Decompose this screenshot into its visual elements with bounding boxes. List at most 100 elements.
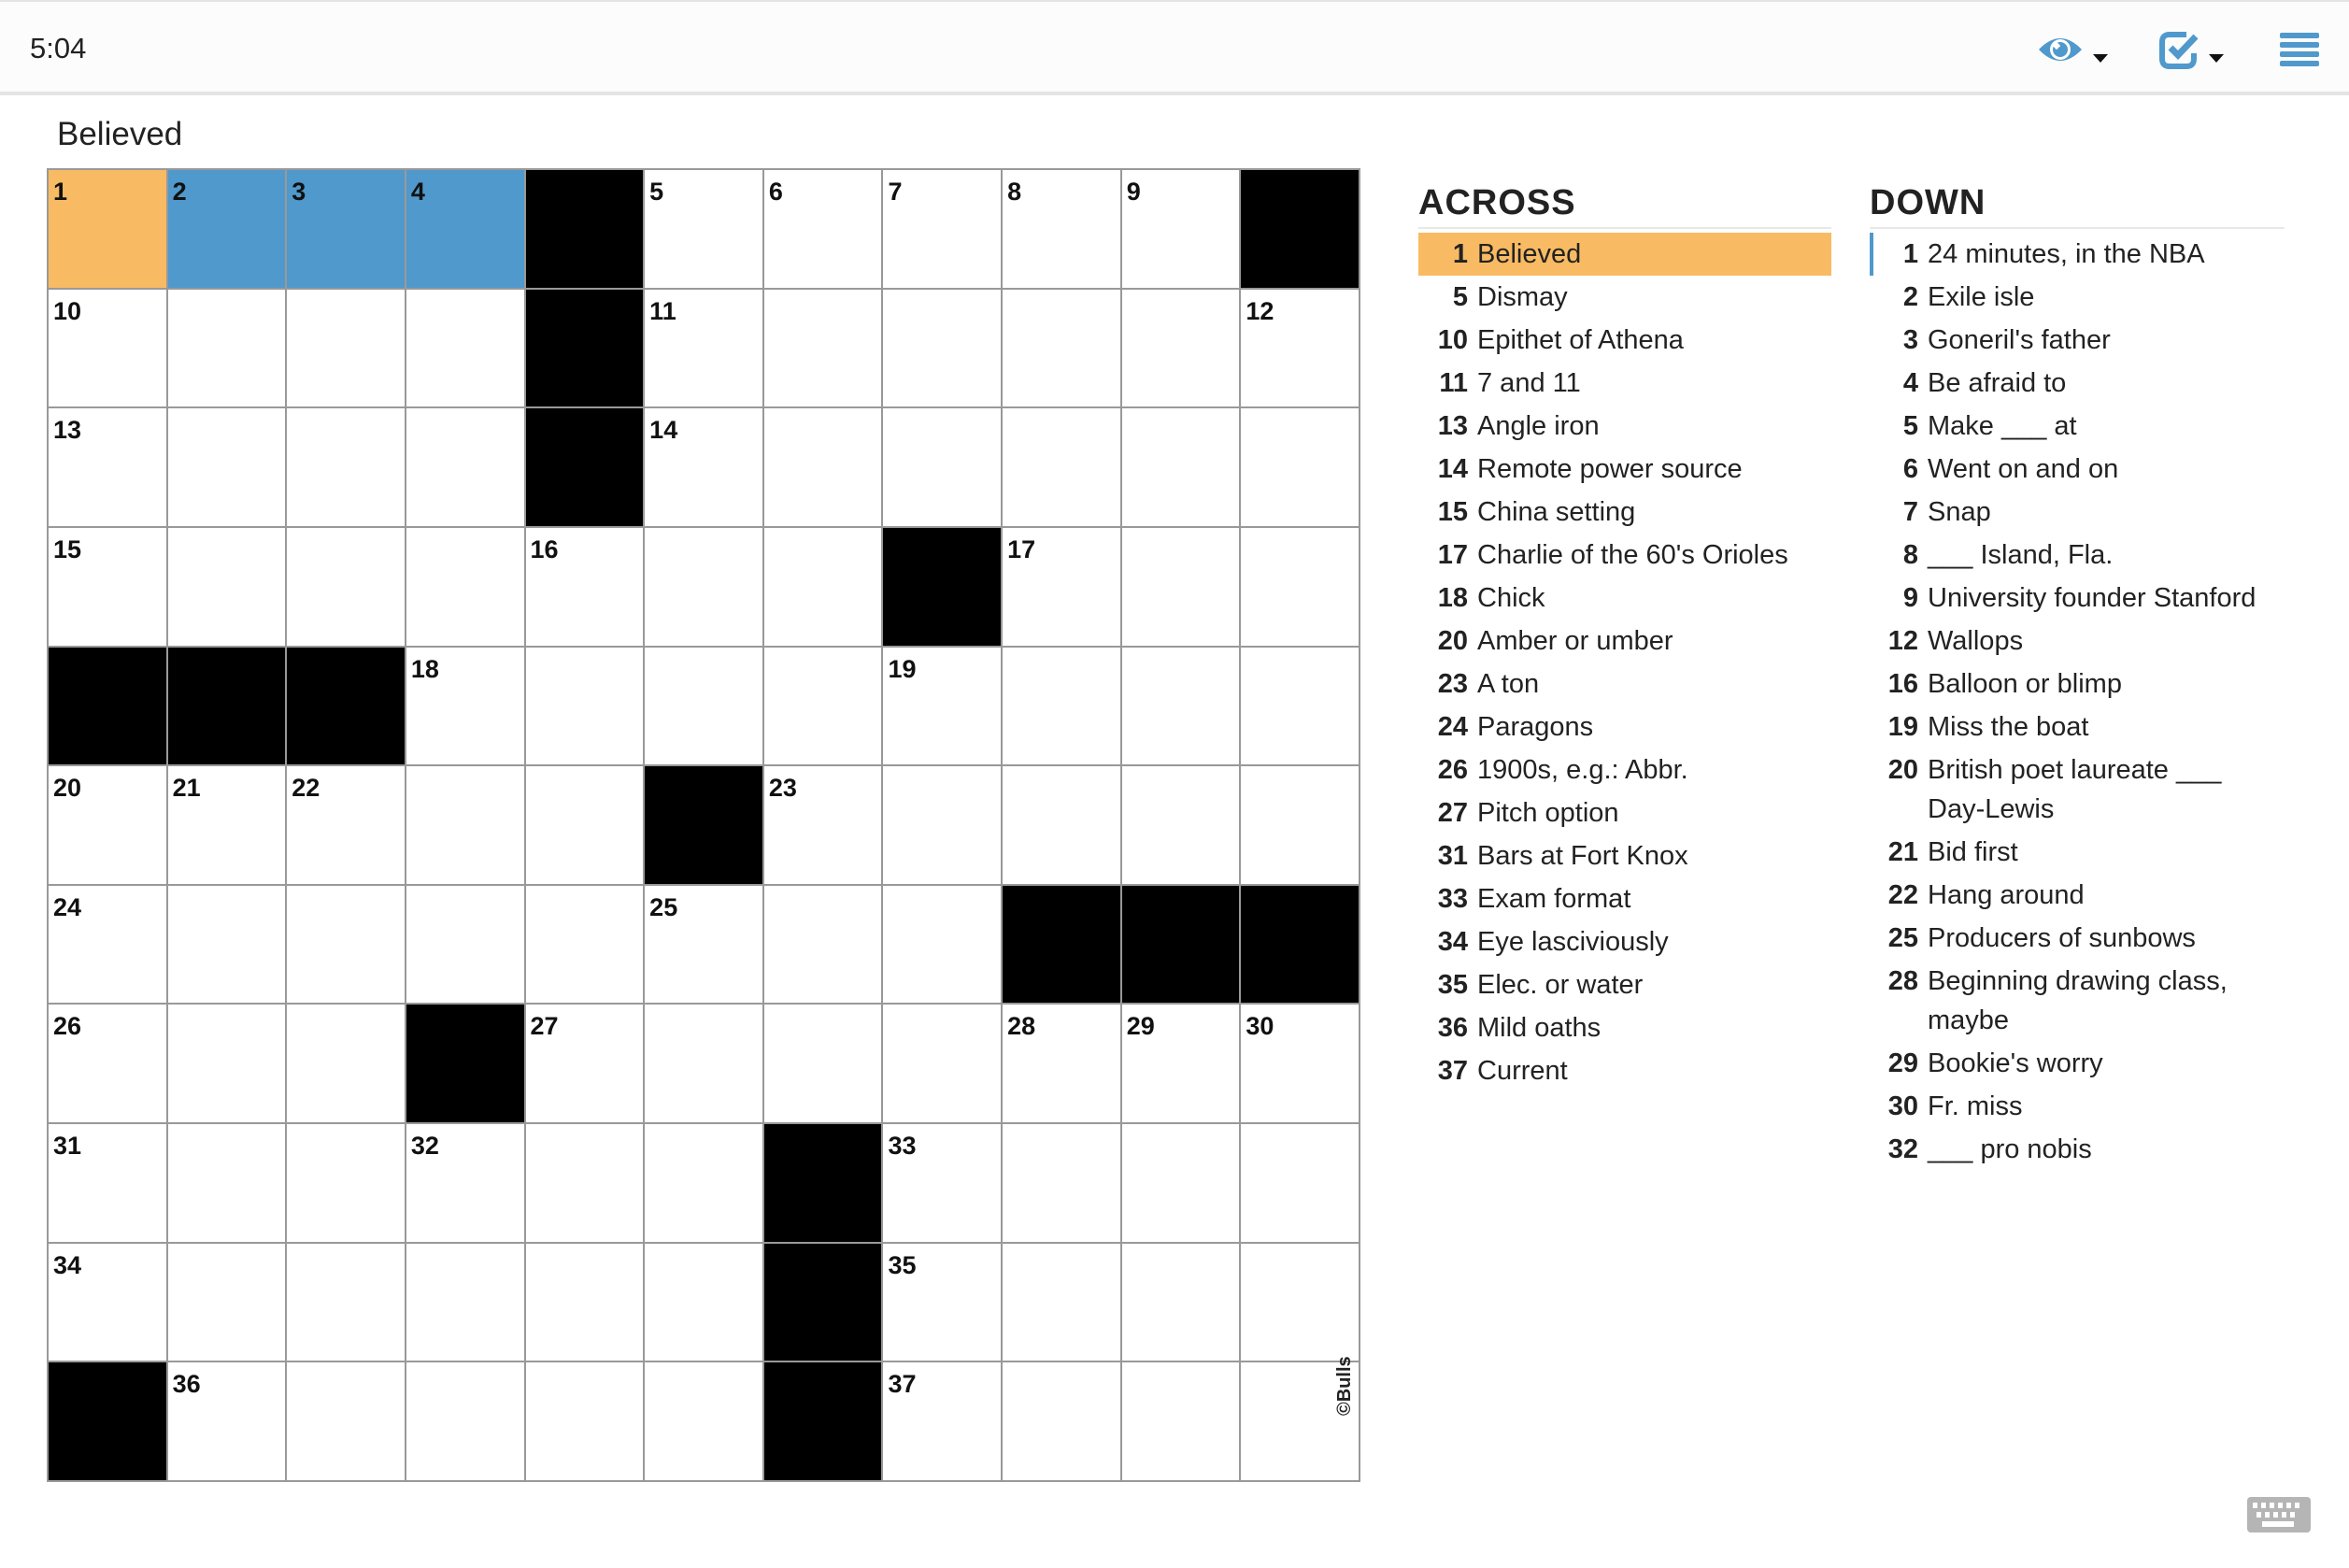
- grid-cell[interactable]: 20: [49, 766, 166, 884]
- grid-cell[interactable]: [525, 1362, 644, 1480]
- grid-cell[interactable]: 14: [645, 408, 762, 526]
- grid-cell[interactable]: [763, 408, 882, 526]
- grid-cell[interactable]: 2: [167, 170, 286, 288]
- grid-cell[interactable]: 10: [49, 289, 166, 407]
- grid-cell[interactable]: 17: [1003, 527, 1120, 646]
- grid-cell[interactable]: [287, 1362, 405, 1480]
- grid-cell[interactable]: [525, 1124, 644, 1242]
- clue-across-20[interactable]: 20 Amber or umber: [1418, 620, 1831, 663]
- grid-cell[interactable]: [1003, 647, 1120, 765]
- clue-down-20[interactable]: 20 British poet laureate ___ Day-Lewis: [1870, 748, 2285, 831]
- grid-cell[interactable]: 15: [49, 527, 166, 646]
- clue-down-4[interactable]: 4 Be afraid to: [1870, 362, 2285, 405]
- grid-cell[interactable]: [406, 1362, 524, 1480]
- grid-cell[interactable]: [1003, 1243, 1120, 1361]
- clue-down-6[interactable]: 6 Went on and on: [1870, 448, 2285, 491]
- reveal-button[interactable]: [2037, 24, 2108, 75]
- grid-cell[interactable]: [763, 885, 882, 1004]
- grid-cell[interactable]: [1003, 289, 1120, 407]
- grid-cell[interactable]: [763, 527, 882, 646]
- clue-across-11[interactable]: 11 7 and 11: [1418, 362, 1831, 405]
- grid-cell[interactable]: [167, 1124, 286, 1242]
- grid-cell[interactable]: [883, 1005, 1002, 1123]
- grid-cell[interactable]: [1003, 408, 1120, 526]
- grid-cell[interactable]: [406, 408, 524, 526]
- grid-cell[interactable]: [1241, 1124, 1359, 1242]
- clue-down-3[interactable]: 3 Goneril's father: [1870, 319, 2285, 362]
- grid-cell[interactable]: [525, 885, 644, 1004]
- grid-cell[interactable]: [1003, 766, 1120, 884]
- grid-cell[interactable]: [1121, 289, 1240, 407]
- grid-cell[interactable]: [167, 1005, 286, 1123]
- grid-cell[interactable]: [645, 527, 762, 646]
- clue-down-28[interactable]: 28 Beginning drawing class, maybe: [1870, 960, 2285, 1042]
- grid-cell[interactable]: 29: [1121, 1005, 1240, 1123]
- grid-cell[interactable]: [763, 1005, 882, 1123]
- grid-cell[interactable]: 27: [525, 1005, 644, 1123]
- grid-cell[interactable]: 11: [645, 289, 762, 407]
- grid-cell[interactable]: 3: [287, 170, 405, 288]
- grid-cell[interactable]: 36: [167, 1362, 286, 1480]
- clue-across-23[interactable]: 23 A ton: [1418, 663, 1831, 706]
- grid-cell[interactable]: [406, 1243, 524, 1361]
- clue-across-15[interactable]: 15 China setting: [1418, 491, 1831, 534]
- clue-across-17[interactable]: 17 Charlie of the 60's Orioles: [1418, 534, 1831, 577]
- clue-across-5[interactable]: 5 Dismay: [1418, 276, 1831, 319]
- grid-cell[interactable]: 23: [763, 766, 882, 884]
- clue-down-7[interactable]: 7 Snap: [1870, 491, 2285, 534]
- clue-down-22[interactable]: 22 Hang around: [1870, 874, 2285, 917]
- clue-across-33[interactable]: 33 Exam format: [1418, 877, 1831, 920]
- grid-cell[interactable]: 16: [525, 527, 644, 646]
- grid-cell[interactable]: [883, 289, 1002, 407]
- grid-cell[interactable]: [1121, 766, 1240, 884]
- grid-cell[interactable]: [1121, 1243, 1240, 1361]
- grid-cell[interactable]: [525, 1243, 644, 1361]
- clue-down-9[interactable]: 9 University founder Stanford: [1870, 577, 2285, 620]
- clue-across-26[interactable]: 26 1900s, e.g.: Abbr.: [1418, 748, 1831, 791]
- grid-cell[interactable]: 9: [1121, 170, 1240, 288]
- grid-cell[interactable]: 33: [883, 1124, 1002, 1242]
- clue-across-31[interactable]: 31 Bars at Fort Knox: [1418, 834, 1831, 877]
- grid-cell[interactable]: 25: [645, 885, 762, 1004]
- clue-down-16[interactable]: 16 Balloon or blimp: [1870, 663, 2285, 706]
- grid-cell[interactable]: 21: [167, 766, 286, 884]
- clue-across-24[interactable]: 24 Paragons: [1418, 706, 1831, 748]
- crossword-grid[interactable]: 1 2 3 4 5 6 7 8 9 10 11 12 13 14 15 16 17 18 19 20 21 22 23 24 2…: [47, 168, 1360, 1482]
- keyboard-toggle[interactable]: [2247, 1497, 2311, 1532]
- grid-cell[interactable]: 30: [1241, 1005, 1359, 1123]
- grid-cell[interactable]: 5: [645, 170, 762, 288]
- clue-down-21[interactable]: 21 Bid first: [1870, 831, 2285, 874]
- grid-cell[interactable]: [1241, 766, 1359, 884]
- grid-cell[interactable]: [406, 885, 524, 1004]
- clue-across-1[interactable]: 1 Believed: [1418, 233, 1831, 276]
- grid-cell[interactable]: [1121, 408, 1240, 526]
- grid-cell[interactable]: [287, 408, 405, 526]
- grid-cell[interactable]: 19: [883, 647, 1002, 765]
- grid-cell[interactable]: [1241, 647, 1359, 765]
- clue-down-32[interactable]: 32 ___ pro nobis: [1870, 1128, 2285, 1171]
- clue-across-13[interactable]: 13 Angle iron: [1418, 405, 1831, 448]
- clue-across-34[interactable]: 34 Eye lasciviously: [1418, 920, 1831, 963]
- grid-cell[interactable]: [1241, 1362, 1359, 1480]
- grid-cell[interactable]: [1241, 408, 1359, 526]
- grid-cell[interactable]: [525, 647, 644, 765]
- grid-cell[interactable]: [287, 1243, 405, 1361]
- clue-across-35[interactable]: 35 Elec. or water: [1418, 963, 1831, 1006]
- clue-across-14[interactable]: 14 Remote power source: [1418, 448, 1831, 491]
- clue-down-12[interactable]: 12 Wallops: [1870, 620, 2285, 663]
- clue-down-2[interactable]: 2 Exile isle: [1870, 276, 2285, 319]
- clue-down-30[interactable]: 30 Fr. miss: [1870, 1085, 2285, 1128]
- menu-button[interactable]: [2280, 24, 2319, 75]
- clue-down-1[interactable]: 1 24 minutes, in the NBA: [1870, 233, 2285, 276]
- grid-cell[interactable]: [1121, 1362, 1240, 1480]
- grid-cell[interactable]: [287, 1005, 405, 1123]
- grid-cell[interactable]: 1: [49, 170, 166, 288]
- grid-cell[interactable]: [1121, 1124, 1240, 1242]
- grid-cell[interactable]: 35: [883, 1243, 1002, 1361]
- clue-down-5[interactable]: 5 Make ___ at: [1870, 405, 2285, 448]
- grid-cell[interactable]: 6: [763, 170, 882, 288]
- grid-cell[interactable]: [645, 1243, 762, 1361]
- grid-cell[interactable]: 32: [406, 1124, 524, 1242]
- clue-down-19[interactable]: 19 Miss the boat: [1870, 706, 2285, 748]
- grid-cell[interactable]: 7: [883, 170, 1002, 288]
